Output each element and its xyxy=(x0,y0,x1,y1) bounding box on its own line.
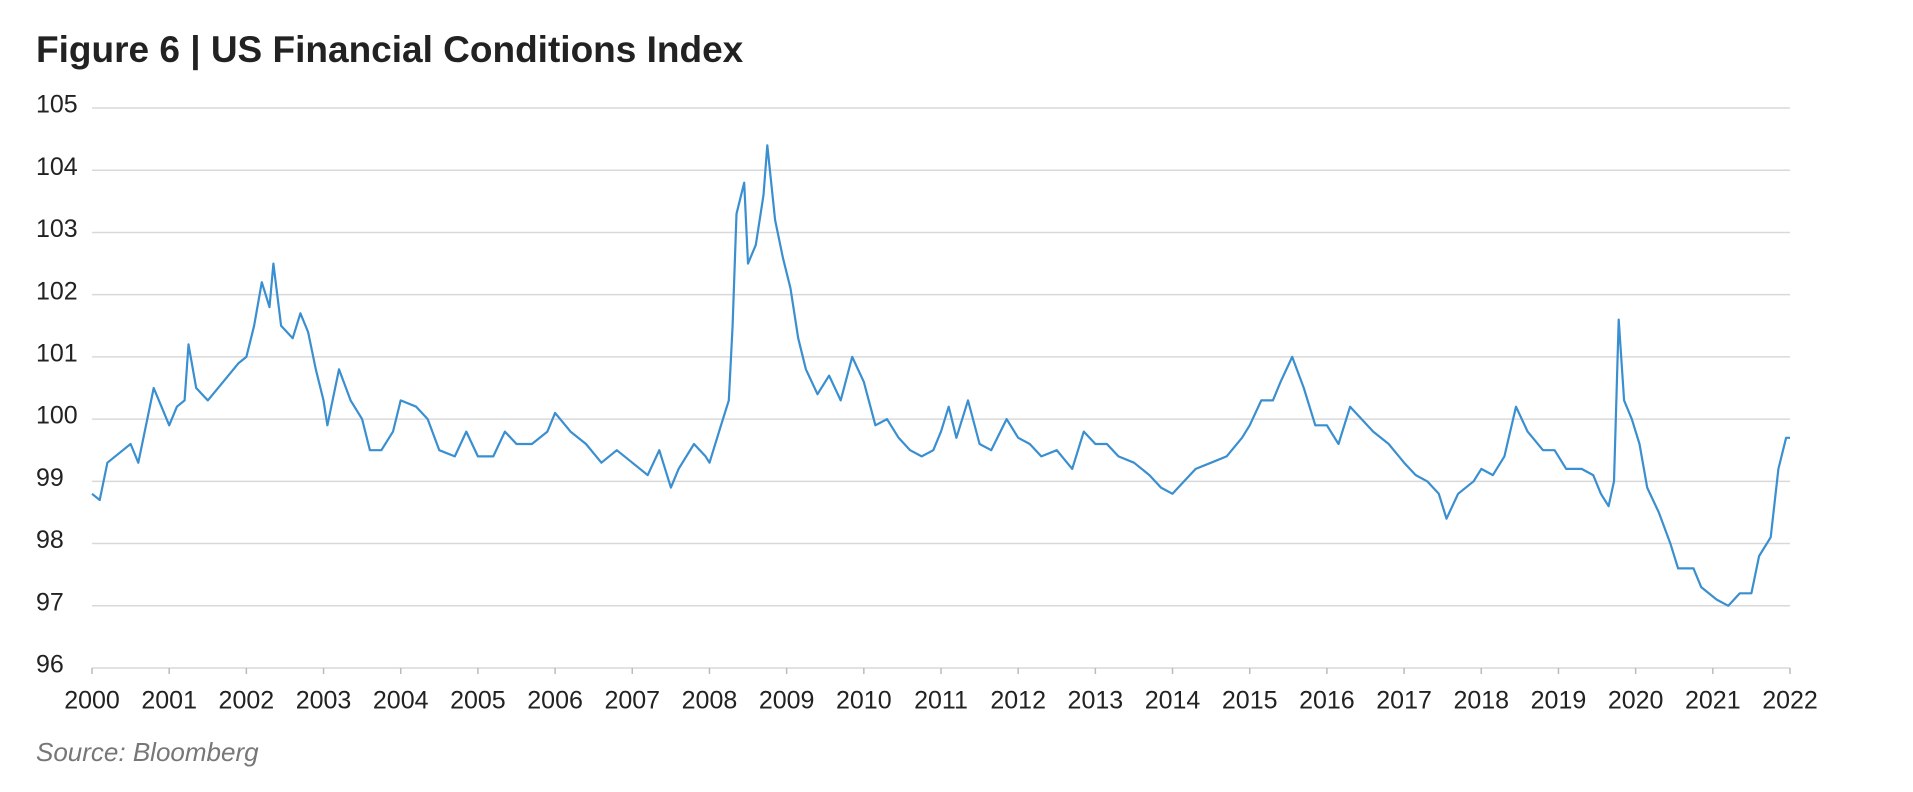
y-tick-label: 101 xyxy=(36,339,78,367)
x-tick-label: 2006 xyxy=(527,687,583,715)
x-tick-label: 2014 xyxy=(1145,687,1201,715)
x-tick-label: 2001 xyxy=(141,687,197,715)
y-tick-label: 105 xyxy=(36,91,78,119)
x-tick-label: 2010 xyxy=(836,687,892,715)
x-tick-label: 2015 xyxy=(1222,687,1278,715)
y-tick-label: 102 xyxy=(36,277,78,305)
x-tick-label: 2003 xyxy=(296,687,352,715)
x-tick-label: 2009 xyxy=(759,687,815,715)
x-tick-label: 2005 xyxy=(450,687,506,715)
x-tick-label: 2011 xyxy=(914,687,968,715)
y-tick-label: 99 xyxy=(36,464,64,492)
x-tick-label: 2019 xyxy=(1531,687,1587,715)
source: Source: Bloomberg xyxy=(36,737,259,767)
y-tick-label: 97 xyxy=(36,588,64,616)
x-tick-label: 2013 xyxy=(1068,687,1124,715)
y-tick-label: 103 xyxy=(36,215,78,243)
x-tick-label: 2008 xyxy=(682,687,738,715)
x-tick-label: 2002 xyxy=(219,687,275,715)
x-tick-label: 2000 xyxy=(64,687,120,715)
x-tick-label: 2020 xyxy=(1608,687,1664,715)
y-tick-label: 98 xyxy=(36,526,64,554)
x-tick-label: 2022 xyxy=(1762,687,1818,715)
y-tick-label: 100 xyxy=(36,402,78,430)
chart-title: Figure 6 | US Financial Conditions Index xyxy=(36,29,744,71)
line-series xyxy=(91,144,1790,607)
x-tick-label: 2021 xyxy=(1685,687,1741,715)
x-tick-label: 2012 xyxy=(990,687,1046,715)
x-tick-label: 2007 xyxy=(604,687,660,715)
x-tick-label: 2004 xyxy=(373,687,429,715)
y-tick-label: 96 xyxy=(36,651,64,679)
x-tick-label: 2016 xyxy=(1299,687,1355,715)
x-tick-label: 2017 xyxy=(1376,687,1432,715)
x-tick-label: 2018 xyxy=(1453,687,1509,715)
y-tick-label: 104 xyxy=(36,153,78,181)
